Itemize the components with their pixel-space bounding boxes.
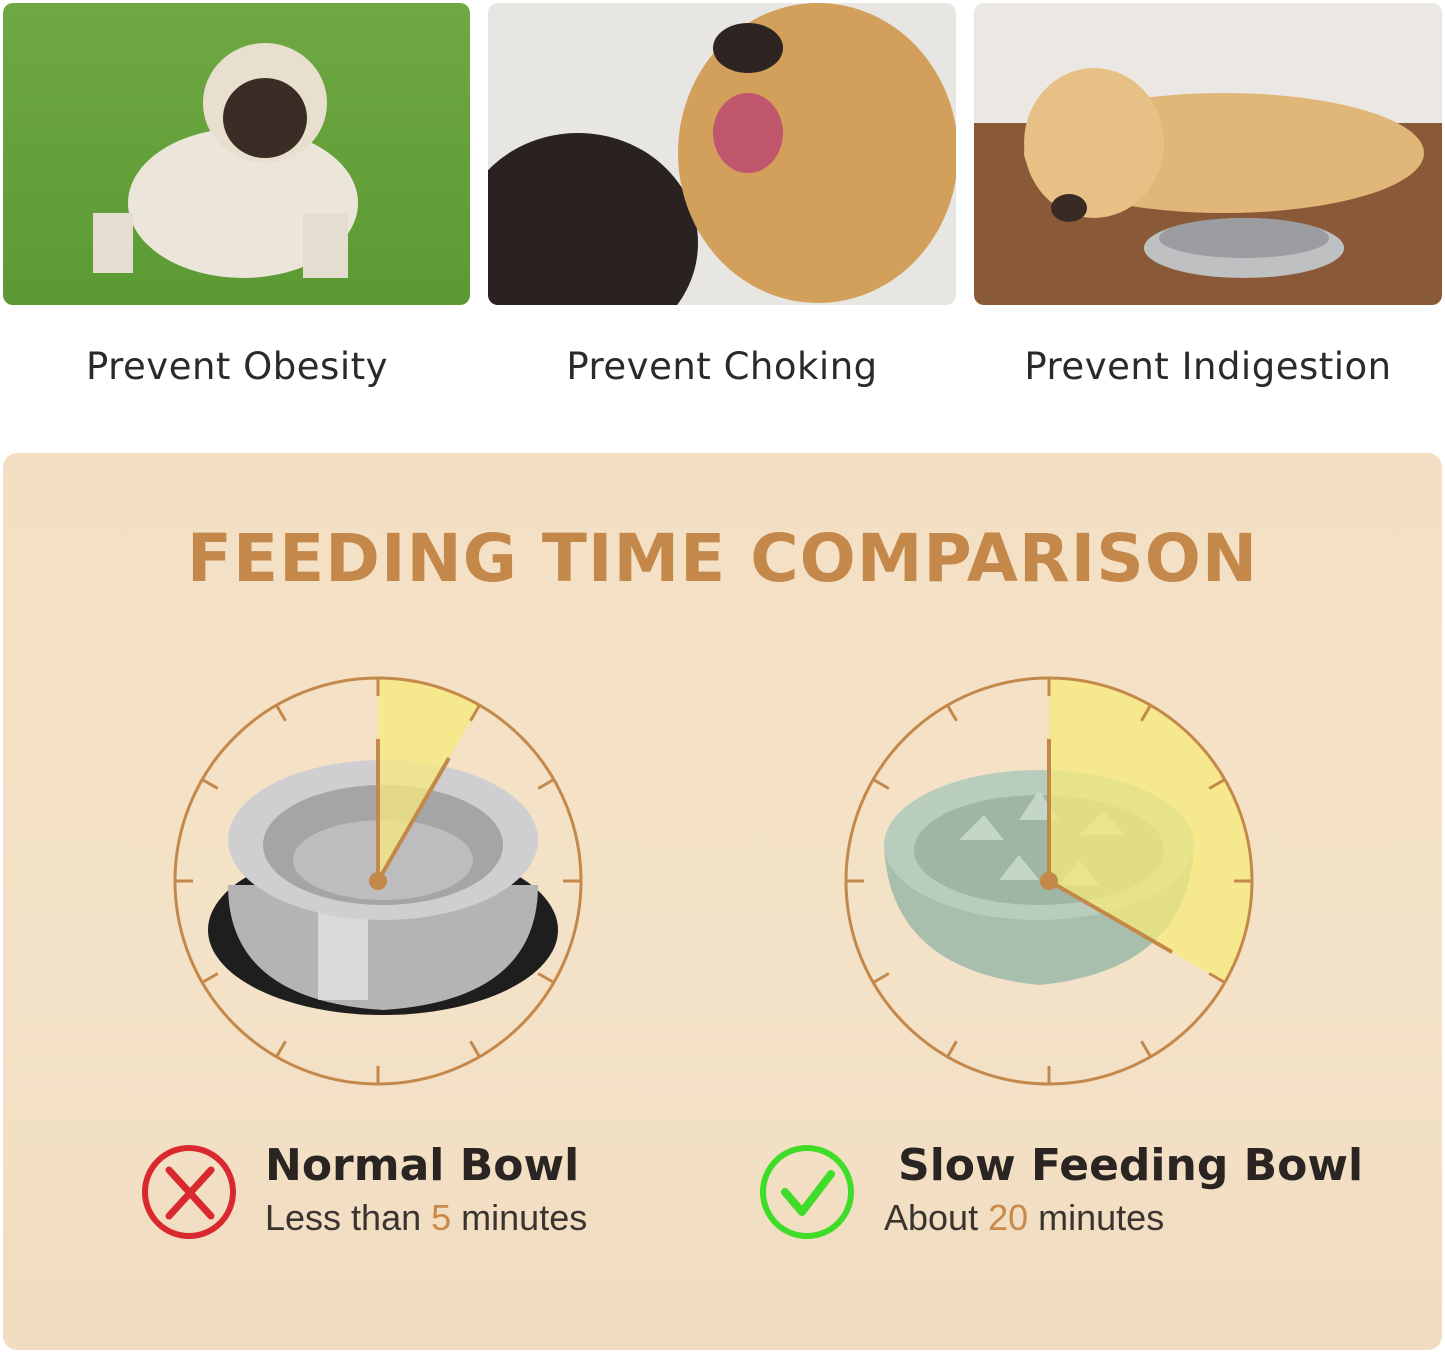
caption-indigestion: Prevent Indigestion — [1024, 345, 1392, 388]
dial-tick — [275, 1040, 287, 1058]
dial-tick — [1208, 778, 1226, 790]
slow-bowl-time: About 20 minutes — [884, 1197, 1363, 1239]
dial-center — [1040, 872, 1058, 890]
dial-tick — [469, 1040, 481, 1058]
normal-bowl-time: Less than 5 minutes — [265, 1197, 587, 1239]
dial-tick — [1140, 704, 1152, 722]
photo-retriever — [488, 3, 956, 305]
photo-pug — [3, 3, 470, 305]
dial-tick — [201, 778, 219, 790]
end-hand — [376, 756, 451, 882]
dial-tick — [275, 704, 287, 722]
elapsed-time-sector — [1049, 678, 1252, 983]
time-suffix: minutes — [451, 1197, 588, 1238]
dial-tick — [872, 778, 890, 790]
caption-choking: Prevent Choking — [566, 345, 878, 388]
dial-center — [369, 872, 387, 890]
time-minutes: 5 — [431, 1197, 452, 1238]
normal-bowl-label: Normal Bowl Less than 5 minutes — [265, 1140, 587, 1239]
slow-bowl-name: Slow Feeding Bowl — [898, 1140, 1364, 1191]
normal-time-wedge — [378, 678, 480, 881]
normal-bowl-dial — [168, 670, 588, 1090]
elapsed-time-sector — [378, 678, 480, 881]
steel-bowl-image — [208, 760, 558, 1015]
dial-tick — [872, 972, 890, 984]
photo-labrador — [974, 3, 1442, 305]
slow-time-wedge — [1049, 678, 1252, 983]
dial-tick — [1140, 1040, 1152, 1058]
time-suffix: minutes — [1028, 1197, 1165, 1238]
dial-tick — [537, 972, 555, 984]
check-icon — [757, 1142, 857, 1242]
comparison-title: FEEDING TIME COMPARISON — [186, 520, 1259, 597]
dial-tick — [1208, 972, 1226, 984]
time-prefix: About — [884, 1197, 989, 1238]
end-hand — [1048, 879, 1174, 954]
caption-obesity: Prevent Obesity — [85, 345, 389, 388]
dial-tick — [946, 704, 958, 722]
dial-tick — [469, 704, 481, 722]
dial-tick — [201, 972, 219, 984]
dial-tick — [537, 778, 555, 790]
time-minutes: 20 — [988, 1197, 1029, 1238]
slow-bowl-dial — [839, 670, 1259, 1090]
normal-bowl-name: Normal Bowl — [265, 1140, 580, 1191]
slow-bowl-label: Slow Feeding Bowl About 20 minutes — [884, 1140, 1363, 1239]
time-prefix: Less than — [265, 1197, 432, 1238]
x-icon — [139, 1142, 239, 1242]
dial-tick — [946, 1040, 958, 1058]
